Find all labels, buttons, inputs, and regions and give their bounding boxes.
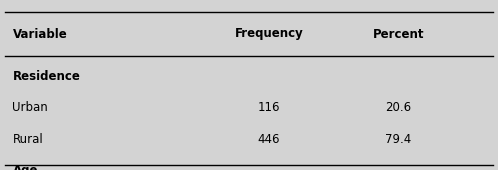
Text: Rural: Rural	[12, 133, 43, 146]
Text: Residence: Residence	[12, 70, 80, 83]
Text: Age: Age	[12, 164, 38, 170]
Text: 446: 446	[257, 133, 280, 146]
Text: 116: 116	[257, 101, 280, 114]
Text: 20.6: 20.6	[385, 101, 411, 114]
Text: Urban: Urban	[12, 101, 48, 114]
Text: 79.4: 79.4	[385, 133, 411, 146]
Text: Frequency: Frequency	[235, 28, 303, 40]
Text: Variable: Variable	[12, 28, 67, 40]
Text: Percent: Percent	[373, 28, 424, 40]
